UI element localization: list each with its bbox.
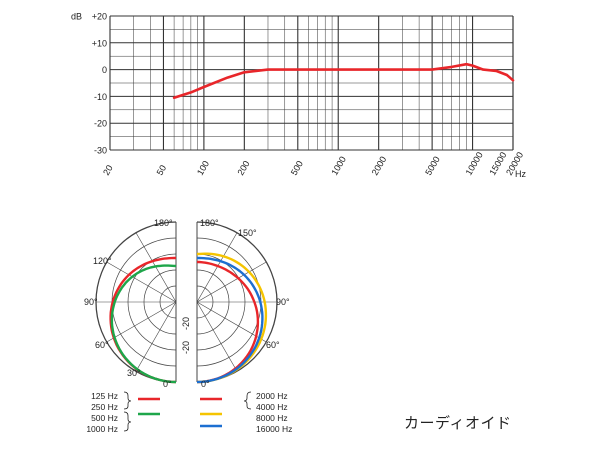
polar-curve-500-1000hz	[110, 264, 177, 384]
angle-label: 30°	[127, 368, 141, 378]
x-tick-label: 20	[101, 163, 115, 177]
legend-label: 2000 Hz	[256, 391, 288, 401]
legend-label: 250 Hz	[91, 402, 118, 412]
radius-label: -20	[181, 341, 191, 354]
polar-spoke	[196, 301, 267, 343]
legend-label: 1000 Hz	[86, 424, 118, 434]
angle-label: 0°	[201, 379, 210, 389]
x-axis-label: Hz	[515, 169, 526, 179]
polar-curve-16000hz	[196, 256, 264, 384]
angle-label: 120°	[93, 256, 112, 266]
legend-label: 8000 Hz	[256, 413, 288, 423]
legend-bracket	[123, 411, 132, 432]
angle-label: 180°	[154, 218, 173, 228]
polar-spoke	[135, 301, 177, 372]
angle-label: 180°	[200, 218, 219, 228]
legend-bracket	[243, 391, 252, 410]
y-tick-label: +20	[92, 12, 107, 22]
x-tick-label: 100	[195, 159, 211, 177]
angle-label: 90°	[276, 297, 290, 307]
x-tick-label: 500	[289, 159, 305, 177]
polar-spoke	[106, 301, 177, 343]
y-tick-label: -10	[94, 92, 107, 102]
frequency-response-line	[172, 62, 515, 99]
polar-spoke	[196, 301, 238, 372]
angle-label: 60°	[266, 340, 280, 350]
legend-label: 500 Hz	[91, 413, 118, 423]
polar-center-gap	[178, 222, 195, 382]
polar-spoke	[106, 261, 177, 303]
angle-label: 60°	[95, 340, 109, 350]
x-tick-label: 2000	[370, 155, 389, 177]
x-tick-label: 1000	[329, 155, 348, 177]
pattern-caption: カーディオイド	[404, 414, 512, 432]
polar-spoke	[196, 232, 238, 303]
y-tick-label: 0	[102, 65, 107, 75]
y-tick-label: -20	[94, 119, 107, 129]
angle-label: 150°	[238, 228, 257, 238]
legend-label: 4000 Hz	[256, 402, 288, 412]
angle-label: 90°	[84, 297, 98, 307]
x-tick-label: 5000	[423, 155, 442, 177]
angle-label: 0°	[163, 379, 172, 389]
y-tick-label: -30	[94, 146, 107, 156]
y-axis-label: dB	[71, 12, 82, 22]
x-tick-label: 10000	[464, 150, 485, 177]
x-tick-label: 50	[155, 163, 169, 177]
legend-label: 16000 Hz	[256, 424, 292, 434]
polar-curve-125-250hz	[109, 256, 177, 384]
legend-bracket	[123, 391, 132, 410]
radius-label: -20	[181, 317, 191, 330]
legend-label: 125 Hz	[91, 391, 118, 401]
x-tick-label: 200	[235, 159, 251, 177]
y-tick-label: +10	[92, 38, 107, 48]
polar-spoke	[196, 261, 267, 303]
